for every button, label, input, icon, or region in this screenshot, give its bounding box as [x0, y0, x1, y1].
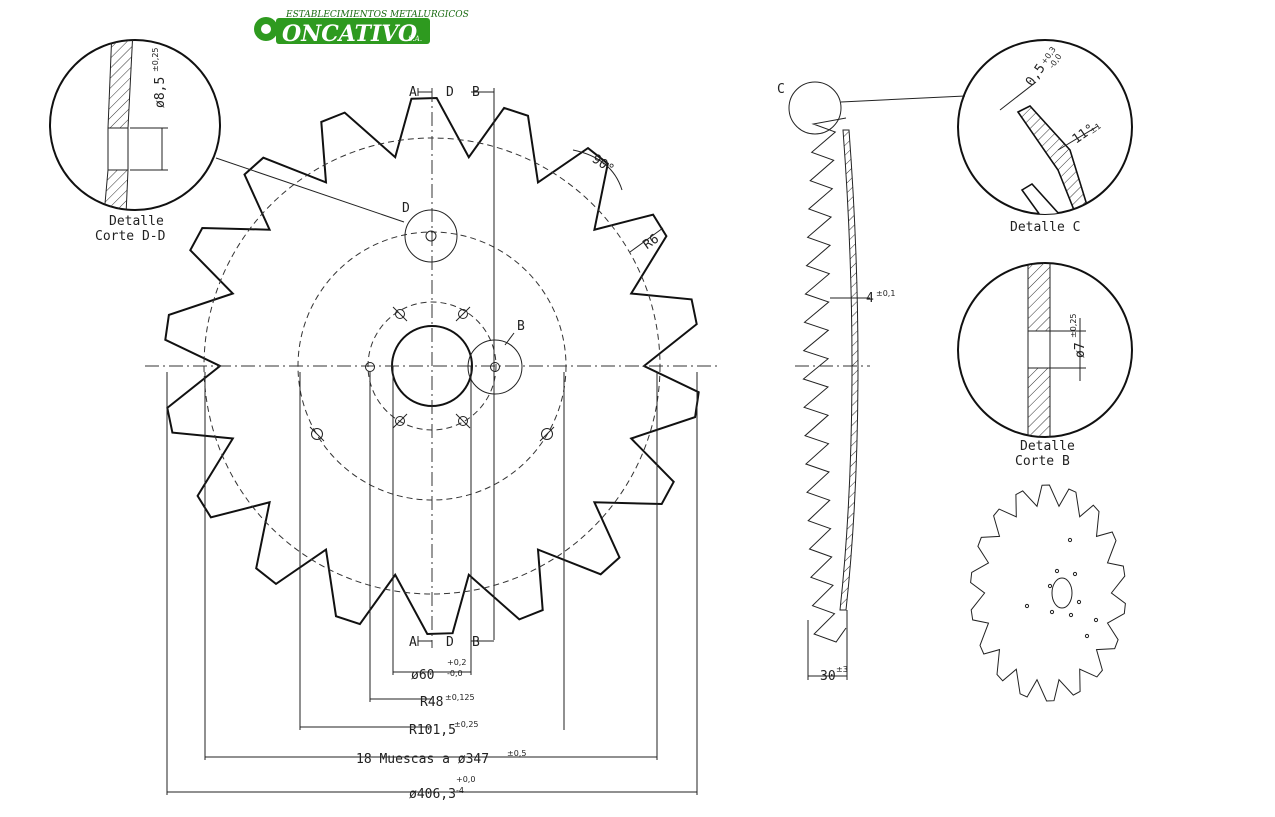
- side-profile: [802, 117, 847, 643]
- blade-outline: [164, 96, 700, 636]
- detail-c: 0,5 +0,3 -0,0 11° ±1 Detalle C: [957, 39, 1133, 235]
- logo-suffix: S.A.: [408, 35, 422, 43]
- hole: [365, 362, 375, 372]
- dim-r48: R48: [420, 695, 443, 710]
- section-a-bottom: A: [409, 635, 417, 650]
- hole: [490, 362, 500, 372]
- detail-b-label: B: [517, 319, 525, 334]
- isometric-view: [970, 484, 1126, 702]
- hole: [455, 413, 471, 429]
- hole: [392, 413, 408, 429]
- side-depth-tol: ±3: [836, 665, 848, 674]
- radius-leader: [629, 227, 664, 253]
- detail-c-label: C: [777, 82, 785, 97]
- dim-bore-tol-lower: -0,0: [447, 669, 463, 678]
- detail-c-circle: [788, 81, 842, 135]
- side-section-hatch: [839, 129, 859, 611]
- radius-label: R6: [641, 232, 662, 253]
- detail-dd-frame: [49, 39, 221, 211]
- section-b-top: B: [472, 85, 480, 100]
- dim-outer: ø406,3: [409, 787, 456, 802]
- section-d-bottom: D: [446, 635, 454, 650]
- iso-holes: [1024, 537, 1099, 639]
- dim-bore: ø60: [411, 668, 434, 683]
- dim-r101: R101,5: [409, 723, 456, 738]
- side-thickness-tol: ±0,1: [876, 289, 895, 298]
- section-d-top: D: [446, 85, 454, 100]
- detail-b-dim: ø7: [1073, 342, 1088, 358]
- angle-label: 90°: [589, 152, 617, 178]
- detail-dd-tol: ±0,25: [151, 47, 160, 72]
- dim-notches-tol: ±0,5: [507, 749, 526, 758]
- detail-b-tol: ±0,25: [1069, 313, 1078, 338]
- iso-blade-outline: [970, 484, 1126, 702]
- side-thickness: 4: [866, 291, 874, 306]
- angle-arc: [572, 149, 623, 191]
- dimension-lines: [167, 671, 697, 793]
- front-view: D B A D B A D B 90° R6: [145, 85, 718, 802]
- hole: [425, 230, 437, 242]
- dim-bore-tol-upper: +0,2: [447, 658, 466, 667]
- bolt-holes: [309, 230, 555, 442]
- hole: [539, 426, 555, 442]
- detail-b: ø7 ±0,25 Detalle Corte B: [957, 262, 1133, 469]
- dim-r48-tol: ±0,125: [445, 693, 475, 702]
- detail-b-caption-1: Detalle: [1020, 439, 1075, 454]
- logo-main-text: ONCATIVO: [282, 21, 417, 47]
- side-depth: 30: [820, 669, 836, 684]
- detail-d-label: D: [402, 201, 410, 216]
- hole: [392, 306, 408, 322]
- detail-c-leader: [840, 95, 966, 103]
- dim-r101-tol: ±0,25: [454, 720, 479, 729]
- detail-b-circle: [467, 339, 523, 395]
- dim-outer-tol-lower: -4: [456, 786, 464, 795]
- extension-lines: [166, 366, 698, 795]
- detail-b-leader: [504, 332, 515, 346]
- detail-dd-leader: [215, 157, 405, 223]
- hole: [309, 426, 325, 442]
- detail-d-circle: [404, 209, 458, 263]
- logo-top-text: ESTABLECIMIENTOS METALURGICOS: [285, 10, 469, 20]
- dim-outer-tol-upper: +0,0: [456, 775, 475, 784]
- detail-dd: ø8,5 ±0,25 Detalle Corte D-D: [49, 39, 221, 244]
- section-a-top: A: [409, 85, 417, 100]
- detail-dd-caption-1: Detalle: [109, 214, 164, 229]
- side-view: C 4 ±0,1 30 ±3: [777, 81, 966, 684]
- detail-c-caption: Detalle C: [1010, 220, 1080, 235]
- dim-notches: 18 Muescas a ø347: [356, 752, 489, 767]
- logo-banner: [276, 18, 430, 44]
- iso-bore: [1051, 577, 1073, 609]
- detail-dd-dim: ø8,5: [153, 77, 168, 108]
- section-b-bottom: B: [472, 635, 480, 650]
- hole: [455, 306, 471, 322]
- detail-dd-caption-2: Corte D-D: [95, 229, 166, 244]
- company-logo: ESTABLECIMIENTOS METALURGICOS ONCATIVO S…: [254, 10, 469, 47]
- detail-b-caption-2: Corte B: [1015, 454, 1070, 469]
